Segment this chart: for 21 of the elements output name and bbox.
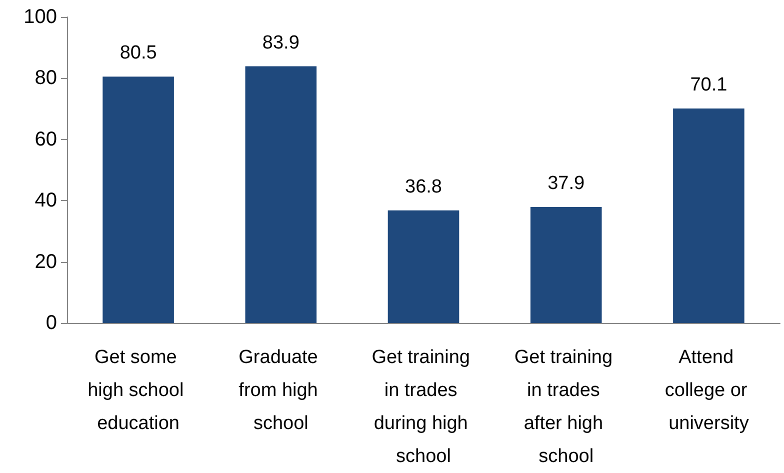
bar <box>388 210 460 323</box>
bar <box>245 66 317 323</box>
x-tick-label: Get some high school education <box>88 347 190 434</box>
x-tick-label: Get training in trades after high school <box>514 347 618 467</box>
bar <box>102 76 174 323</box>
x-tick-label: Graduate from high school <box>238 347 324 434</box>
y-tick-label: 80 <box>34 67 57 90</box>
y-tick-label: 60 <box>34 128 57 150</box>
data-label: 83.9 <box>262 32 300 54</box>
y-tick-label: 100 <box>24 6 57 28</box>
data-label: 36.8 <box>405 176 442 198</box>
data-label: 37.9 <box>548 173 585 194</box>
bar <box>673 108 744 323</box>
data-label: 70.1 <box>690 74 728 96</box>
bar <box>530 207 602 323</box>
x-tick-label: Attend college or university <box>664 347 753 434</box>
y-tick-label: 20 <box>34 250 57 273</box>
y-tick-label: 40 <box>34 190 57 212</box>
data-label: 80.5 <box>120 42 157 64</box>
y-tick-label: 0 <box>46 312 57 334</box>
x-tick-label: Get training in trades during high school <box>372 347 476 467</box>
